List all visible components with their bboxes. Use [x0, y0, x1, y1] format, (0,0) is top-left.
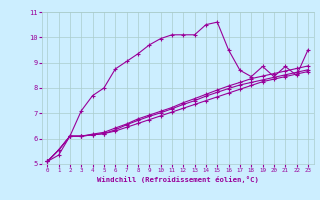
X-axis label: Windchill (Refroidissement éolien,°C): Windchill (Refroidissement éolien,°C) — [97, 176, 259, 183]
